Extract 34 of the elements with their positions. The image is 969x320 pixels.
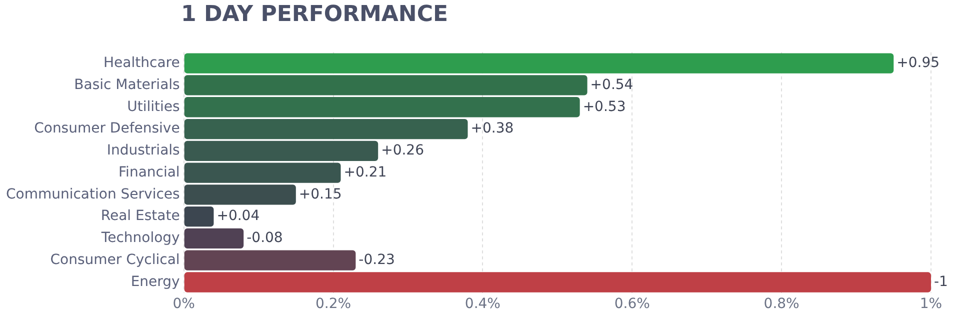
y-tick-label: Industrials (106, 142, 180, 159)
x-tick-label: 0.2% (315, 296, 352, 312)
data-label: +0.15 (298, 186, 342, 202)
data-label: +0.53 (582, 98, 626, 115)
data-label: +0.26 (381, 142, 424, 159)
y-tick-label: Technology (100, 230, 180, 246)
x-tick-label: 0% (172, 296, 195, 312)
y-tick-label: Utilities (127, 98, 180, 115)
bar (184, 53, 894, 74)
data-label: -1 (934, 274, 948, 290)
data-label: -0.08 (246, 230, 283, 246)
x-tick-label: 1% (920, 296, 942, 312)
data-label: +0.38 (470, 120, 514, 137)
data-label: +0.54 (590, 76, 634, 93)
y-tick-label: Healthcare (104, 54, 180, 71)
x-tick-label: 0.8% (764, 296, 800, 312)
y-tick-label: Basic Materials (74, 76, 180, 93)
y-tick-label: Financial (118, 164, 180, 180)
y-tick-label: Real Estate (100, 208, 180, 224)
data-label: +0.04 (216, 208, 260, 224)
bar (184, 272, 931, 292)
y-tick-label: Communication Services (6, 186, 180, 202)
x-tick-label: 0.6% (614, 296, 650, 312)
bar (184, 118, 468, 140)
y-tick-label: Consumer Defensive (34, 120, 180, 137)
data-label: -0.23 (358, 252, 395, 268)
data-label: +0.95 (896, 54, 940, 71)
bar (184, 228, 244, 249)
y-tick-label: Consumer Cyclical (50, 252, 180, 268)
x-tick-label: 0.4% (464, 296, 500, 312)
y-tick-label: Energy (130, 274, 180, 290)
chart-title: 1 DAY PERFORMANCE (181, 2, 448, 27)
bar (184, 250, 356, 270)
data-label: +0.21 (344, 164, 387, 180)
